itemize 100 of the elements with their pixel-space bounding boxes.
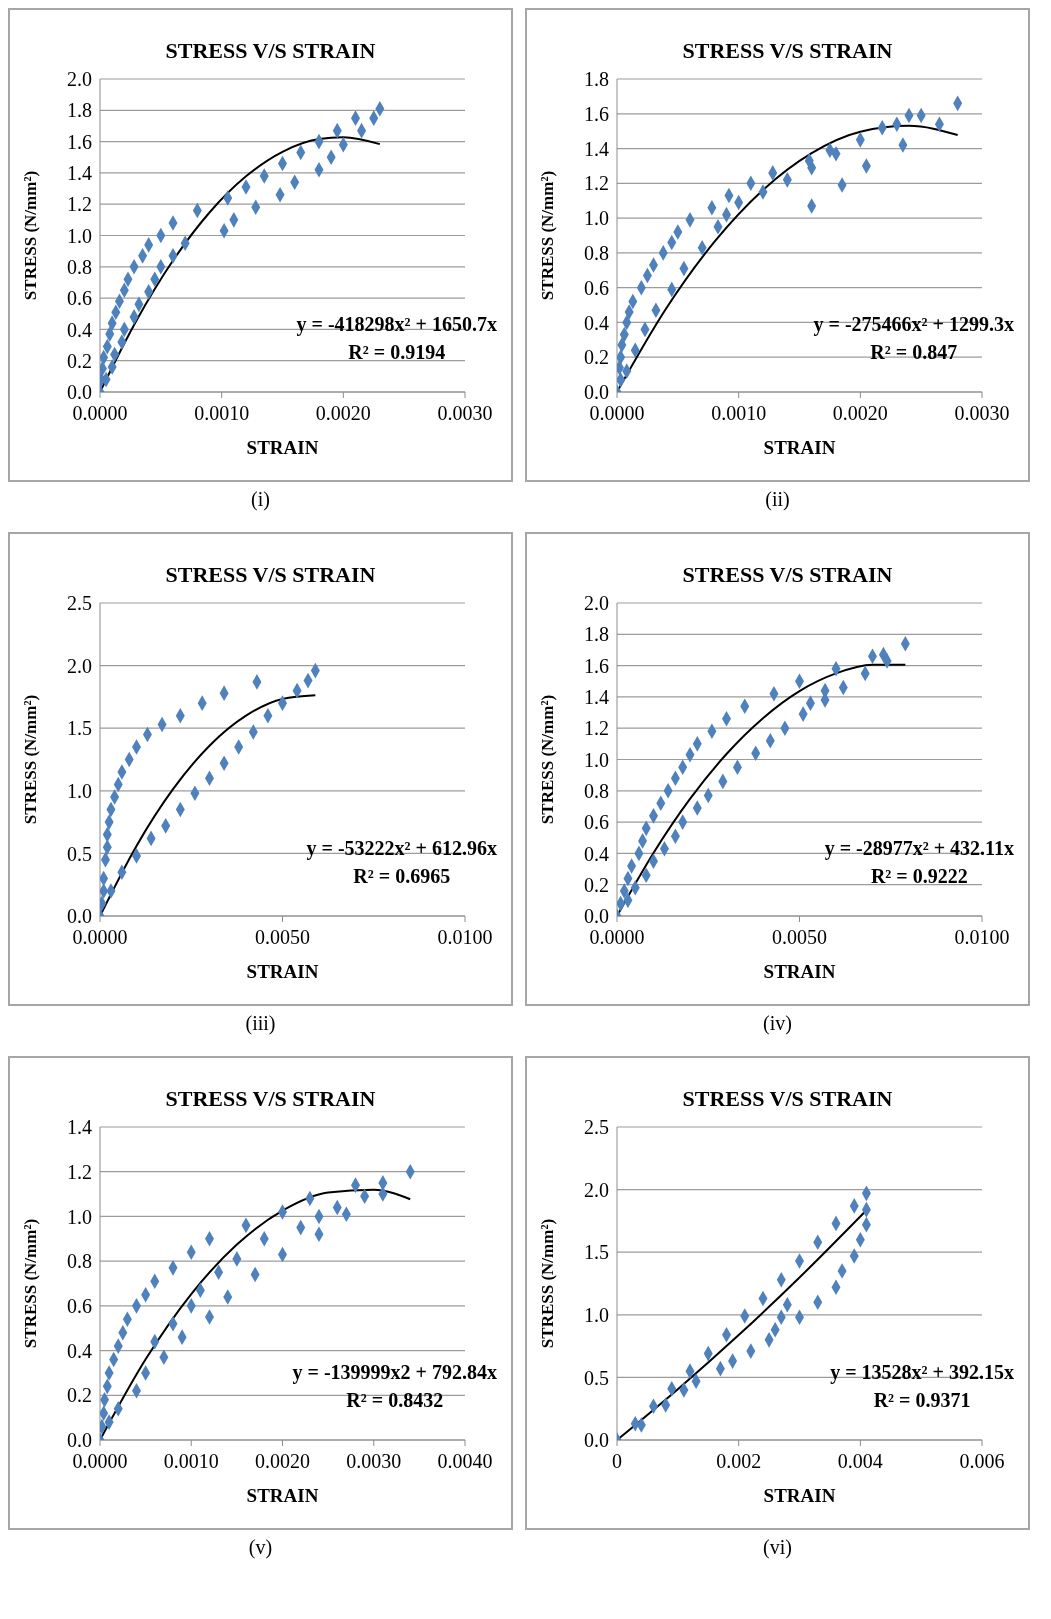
x-tick-label: 0.0100 (954, 926, 1010, 949)
y-tick-label: 0.0 (67, 1429, 92, 1452)
y-tick-label: 1.0 (584, 207, 609, 230)
y-tick-label: 0.0 (67, 905, 92, 928)
y-axis-title: STRESS (N/mm²) (21, 1218, 41, 1349)
x-tick-label: 0.0010 (194, 402, 250, 425)
x-tick-label: 0.0020 (832, 402, 888, 425)
y-tick-label: 2.0 (584, 592, 609, 615)
annotation: R² = 0.847 (869, 340, 959, 365)
y-tick-label: 0.8 (584, 779, 609, 802)
chart-title: STRESS V/S STRAIN (164, 562, 377, 588)
x-axis-title: STRAIN (246, 437, 319, 458)
x-axis-title: STRAIN (246, 1485, 319, 1506)
x-axis-title: STRAIN (246, 961, 319, 982)
x-tick-label: 0.0000 (72, 1450, 128, 1473)
annotation: R² = 0.6965 (352, 864, 452, 889)
y-tick-label: 1.6 (584, 654, 609, 677)
text: (ii) (764, 488, 791, 512)
y-tick-label: 0.6 (584, 276, 609, 299)
x-tick-label: 0.0020 (255, 1450, 310, 1473)
y-tick-label: 2.0 (584, 1178, 609, 1201)
y-tick-label: 0.4 (584, 842, 609, 865)
y-tick-label: 1.0 (584, 748, 609, 771)
annotation: y = -275466x² + 1299.3x (813, 312, 1014, 338)
y-tick-label: 1.6 (67, 130, 92, 153)
chart-title: STRESS V/S STRAIN (681, 562, 894, 588)
annotation: y = -28977x² + 432.11x (824, 836, 1014, 862)
text: (iii) (244, 1012, 277, 1037)
y-tick-label: 1.4 (67, 162, 92, 184)
y-axis-title: STRESS (N/mm²) (538, 1218, 558, 1349)
annotation: y = -53222x² + 612.96x (306, 836, 497, 862)
annotation: y = 13528x² + 392.15x (830, 1360, 1014, 1386)
text: (v) (247, 1536, 274, 1561)
x-tick-label: 0.002 (716, 1450, 762, 1473)
y-tick-label: 1.5 (584, 1241, 609, 1264)
y-tick-label: 1.2 (584, 172, 609, 195)
chart-title: STRESS V/S STRAIN (164, 38, 377, 64)
y-tick-label: 1.0 (67, 1205, 92, 1228)
chart-title: STRESS V/S STRAIN (681, 1086, 894, 1112)
y-tick-label: 1.4 (67, 1116, 92, 1139)
y-tick-label: 0.0 (584, 381, 609, 404)
y-tick-label: 0.2 (67, 349, 92, 372)
y-tick-label: 0.8 (67, 255, 92, 278)
y-tick-label: 2.0 (67, 68, 92, 91)
y-tick-label: 0.2 (584, 346, 609, 369)
x-tick-label: 0.004 (837, 1450, 883, 1473)
x-tick-label: 0.0040 (437, 1450, 493, 1473)
y-tick-label: 1.0 (67, 224, 92, 247)
y-tick-label: 1.8 (584, 623, 609, 646)
y-tick-label: 1.5 (67, 717, 92, 740)
text: (i) (250, 488, 271, 513)
y-axis-title: STRESS (N/mm²) (538, 170, 558, 301)
y-tick-label: 2.5 (584, 1116, 609, 1139)
x-tick-label: 0 (612, 1450, 622, 1473)
y-tick-label: 2.5 (67, 592, 92, 615)
annotation: R² = 0.8432 (345, 1388, 445, 1413)
x-tick-label: 0.006 (959, 1450, 1005, 1473)
y-tick-label: 0.0 (584, 905, 609, 928)
y-tick-label: 1.4 (584, 137, 609, 160)
y-tick-label: 2.0 (67, 654, 92, 677)
annotation: R² = 0.9371 (872, 1388, 972, 1413)
y-tick-label: 0.0 (584, 1429, 609, 1452)
annotation: R² = 0.9222 (869, 864, 969, 889)
y-tick-label: 0.6 (67, 287, 92, 310)
y-tick-label: 0.2 (584, 873, 609, 896)
y-tick-label: 1.2 (584, 717, 609, 740)
text: (iv) (762, 1012, 793, 1037)
y-tick-label: 0.4 (67, 1339, 92, 1362)
y-tick-label: 0.4 (584, 311, 609, 334)
x-axis-title: STRAIN (763, 1485, 836, 1506)
y-tick-label: 0.6 (67, 1294, 92, 1317)
y-tick-label: 1.8 (67, 99, 92, 122)
x-tick-label: 0.0030 (437, 402, 493, 425)
y-tick-label: 0.6 (584, 811, 609, 834)
y-tick-label: 1.4 (584, 686, 609, 708)
x-tick-label: 0.0020 (315, 402, 371, 425)
y-tick-label: 0.2 (67, 1384, 92, 1407)
text: (vi) (762, 1536, 793, 1561)
x-tick-label: 0.0010 (711, 402, 767, 425)
x-axis-title: STRAIN (763, 961, 836, 982)
y-tick-label: 0.0 (67, 381, 92, 404)
x-tick-label: 0.0030 (346, 1450, 402, 1473)
y-tick-label: 1.0 (584, 1303, 609, 1326)
x-tick-label: 0.0010 (163, 1450, 219, 1473)
y-tick-label: 0.5 (584, 1366, 609, 1389)
x-tick-label: 0.0100 (437, 926, 493, 949)
chart-title: STRESS V/S STRAIN (681, 38, 894, 64)
y-axis-title: STRESS (N/mm²) (21, 170, 41, 301)
y-axis-title: STRESS (N/mm²) (538, 694, 558, 825)
y-tick-label: 0.4 (67, 318, 92, 341)
line-series (100, 694, 317, 916)
x-tick-label: 0.0030 (954, 402, 1010, 425)
x-axis-title: STRAIN (763, 437, 836, 458)
y-tick-label: 1.2 (67, 193, 92, 216)
y-tick-label: 1.2 (67, 1160, 92, 1183)
chart-title: STRESS V/S STRAIN (164, 1086, 377, 1112)
annotation: y = -139999x2 + 792.84x (292, 1360, 497, 1386)
annotation: R² = 0.9194 (347, 340, 447, 365)
y-axis-title: STRESS (N/mm²) (21, 694, 41, 825)
annotation: y = -418298x² + 1650.7x (296, 312, 497, 338)
